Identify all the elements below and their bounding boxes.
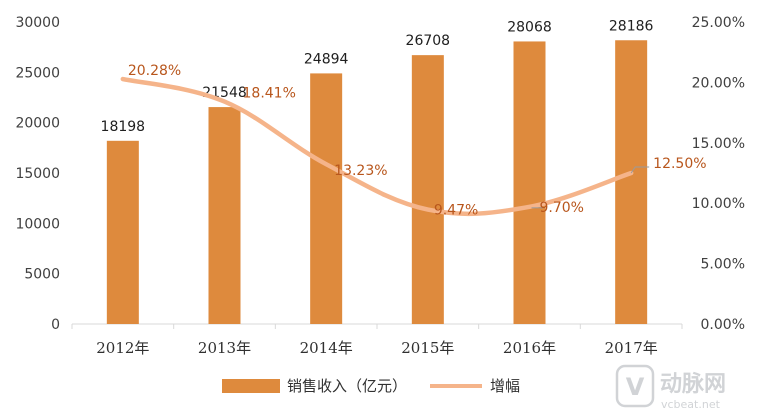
line-series — [120, 76, 634, 217]
category-label: 2013年 — [198, 339, 251, 357]
left-tick-label: 25000 — [15, 65, 60, 81]
bar-value-label: 28068 — [507, 19, 552, 35]
bar — [310, 73, 343, 325]
right-tick-label: 15.00% — [692, 136, 745, 152]
bar-value-label: 26708 — [406, 33, 451, 49]
category-label: 2015年 — [401, 339, 454, 357]
left-axis-ticks: 0 5000 10000 15000 20000 25000 30000 — [15, 15, 60, 333]
category-label: 2016年 — [503, 339, 556, 357]
pct-labels: 20.28% 18.41% 13.23% 9.47% 9.70% 12.50% — [128, 63, 707, 219]
left-tick-label: 5000 — [24, 267, 60, 283]
left-tick-label: 10000 — [15, 216, 60, 232]
bar-value-label: 28186 — [609, 18, 654, 34]
bar-value-label: 18198 — [101, 119, 146, 135]
bar-value-label: 21548 — [202, 85, 247, 101]
axes — [71, 323, 683, 329]
right-tick-label: 5.00% — [701, 257, 745, 273]
right-tick-label: 10.00% — [692, 196, 745, 212]
bar — [106, 140, 139, 324]
right-tick-label: 20.00% — [692, 75, 745, 91]
legend-bar-label: 销售收入（亿元） — [287, 377, 407, 395]
watermark-logo-glyph: V — [626, 373, 645, 401]
bar-value-label: 24894 — [304, 51, 349, 67]
pct-leader-line — [630, 166, 650, 174]
bar-labels: 18198 21548 24894 26708 28068 28186 — [101, 18, 654, 135]
category-label: 2012年 — [96, 339, 149, 357]
category-label: 2014年 — [300, 339, 353, 357]
legend-bar-swatch — [222, 379, 280, 393]
legend-line-label: 增幅 — [490, 377, 520, 395]
left-tick-label: 20000 — [15, 116, 60, 132]
left-tick-label: 15000 — [15, 166, 60, 182]
pct-value-label: 9.70% — [540, 200, 584, 216]
left-tick-label: 0 — [51, 317, 60, 333]
pct-value-label: 9.47% — [434, 203, 478, 219]
pct-value-label: 18.41% — [243, 86, 296, 102]
watermark-brand: 动脉网 — [660, 372, 726, 397]
bar-series — [106, 40, 648, 325]
left-tick-label: 30000 — [15, 15, 60, 31]
category-labels: 2012年 2013年 2014年 2015年 2016年 2017年 — [96, 339, 658, 357]
right-tick-label: 0.00% — [701, 317, 745, 333]
watermark: V 动脉网 vcbeat.net — [615, 364, 726, 411]
right-axis-ticks: 0.00% 5.00% 10.00% 15.00% 20.00% 25.00% — [692, 15, 745, 333]
legend: 销售收入（亿元） 增幅 — [222, 377, 520, 395]
pct-value-label: 20.28% — [128, 63, 181, 79]
category-label: 2017年 — [605, 339, 658, 357]
growth-line — [120, 76, 634, 217]
watermark-site: vcbeat.net — [661, 398, 721, 411]
bar — [411, 55, 444, 324]
bar — [615, 40, 648, 325]
pct-value-label: 13.23% — [334, 163, 387, 179]
pct-value-label: 12.50% — [653, 156, 706, 172]
watermark-logo-icon — [615, 364, 655, 408]
right-tick-label: 25.00% — [692, 15, 745, 31]
bar — [208, 107, 241, 324]
bar — [513, 41, 546, 325]
